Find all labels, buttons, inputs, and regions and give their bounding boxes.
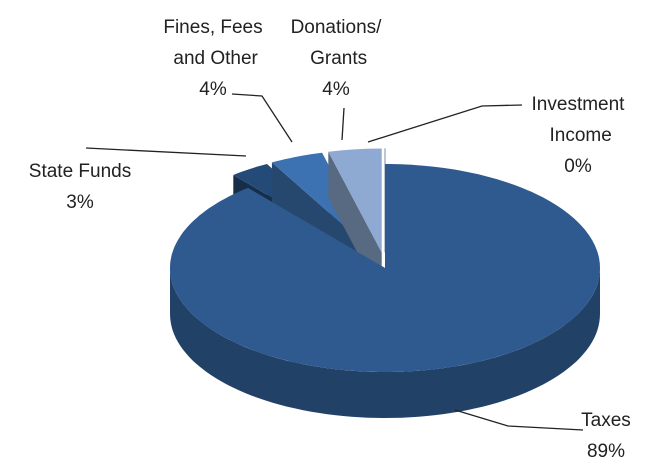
value-label: 89% <box>587 441 625 462</box>
category-label: Donations/ Grants <box>291 17 383 69</box>
value-label: 4% <box>322 79 350 100</box>
labels: Taxes 89% State Funds 3% Fines, Fees and Oth… <box>29 17 631 462</box>
leader-line <box>367 104 523 143</box>
category-label: State Funds <box>29 161 131 182</box>
pie <box>170 148 600 418</box>
slice-side <box>170 268 600 418</box>
value-label: 4% <box>199 79 227 100</box>
slice <box>328 148 382 253</box>
slice <box>170 164 600 372</box>
value-label: 3% <box>66 192 94 213</box>
value-label: 0% <box>564 156 592 177</box>
leader-line <box>341 107 345 141</box>
category-label: Investment Income <box>532 94 626 146</box>
leader-line <box>231 93 293 143</box>
leader-line <box>85 147 247 157</box>
category-label: Fines, Fees and Other <box>163 17 262 69</box>
category-label: Taxes <box>581 410 631 431</box>
leader-line <box>454 409 584 431</box>
